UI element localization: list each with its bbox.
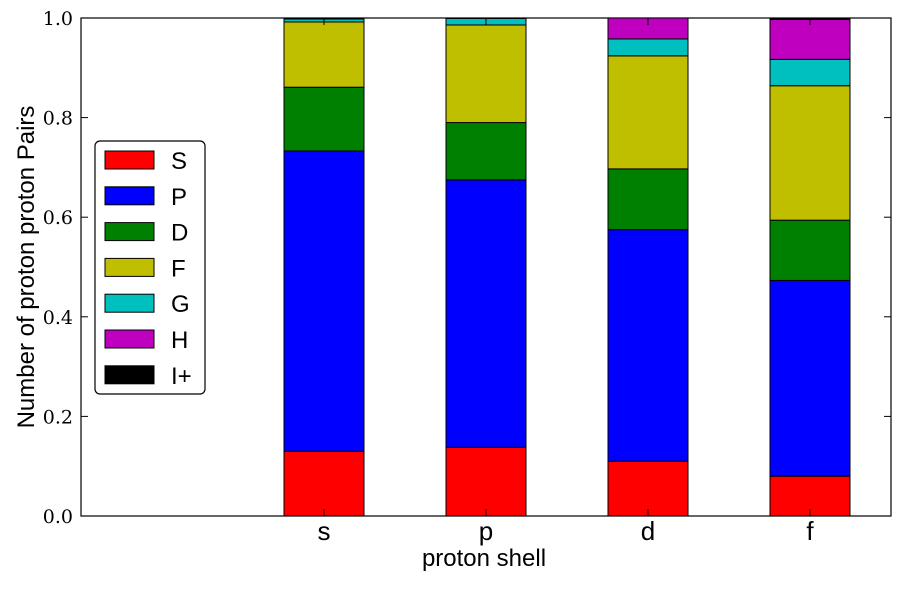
bar-segment-G-d <box>607 38 689 57</box>
legend-swatch <box>104 365 155 385</box>
legend-swatch <box>104 186 155 206</box>
bars-group <box>283 17 851 517</box>
legend-label: F <box>171 255 186 282</box>
y-axis: 0.0 0.2 0.4 0.6 0.8 1.0 <box>43 8 891 528</box>
bar-segment-P-p <box>445 179 527 448</box>
legend-swatch <box>104 329 155 349</box>
y-tick-label: 1.0 <box>43 8 73 30</box>
bar-segment-P-s <box>283 150 365 452</box>
bar-segment-P-f <box>769 279 851 477</box>
y-axis-title: Number of proton proton Pairs <box>13 106 40 429</box>
x-tick-label: d <box>641 516 655 546</box>
y-tick-label: 0.2 <box>43 406 73 428</box>
bar-segment-G-f <box>769 58 851 87</box>
y-tick-label: 0.0 <box>43 506 73 528</box>
bar-segment-F-s <box>283 21 365 88</box>
bar-segment-D-s <box>283 86 365 152</box>
legend-label: P <box>171 184 187 211</box>
y-tick-label: 0.6 <box>43 207 73 229</box>
x-tick-label: s <box>318 516 331 546</box>
y-tick-label: 0.8 <box>43 108 73 130</box>
legend-label: G <box>171 291 190 318</box>
bar-segment-S-s <box>283 450 365 517</box>
legend-label: I+ <box>171 363 192 390</box>
legend-swatch <box>104 222 155 242</box>
x-axis-title: proton shell <box>422 545 546 572</box>
legend-label: D <box>171 220 188 247</box>
bar-segment-D-d <box>607 168 689 231</box>
y-tick-label: 0.4 <box>43 307 73 329</box>
bar-segment-F-f <box>769 85 851 221</box>
legend-label: S <box>171 148 187 175</box>
bar-segment-S-d <box>607 460 689 517</box>
bar-segment-D-p <box>445 122 527 181</box>
bar-segment-D-f <box>769 219 851 281</box>
legend-swatch <box>104 150 155 170</box>
x-tick-label: p <box>479 516 493 546</box>
bar-segment-F-d <box>607 55 689 170</box>
bar-segment-S-p <box>445 446 527 517</box>
bar-segment-H-f <box>769 18 851 60</box>
bar-segment-P-d <box>607 229 689 462</box>
legend-label: H <box>171 327 188 354</box>
legend-swatch <box>104 293 155 313</box>
bar-segment-F-p <box>445 24 527 124</box>
legend-swatch <box>104 257 155 277</box>
x-tick-label: f <box>806 516 814 546</box>
